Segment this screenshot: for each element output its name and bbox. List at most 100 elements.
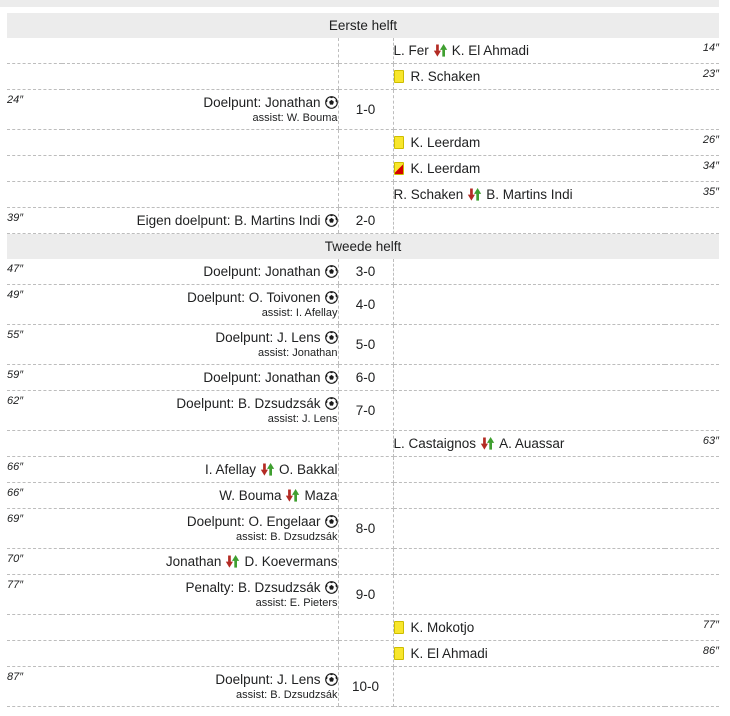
minute-left: 70″ — [7, 548, 62, 575]
goal-text: Doelpunt: O. Engelaar — [186, 513, 321, 529]
event-row: K. Mokotjo 77″ — [7, 614, 720, 641]
goal-text: Penalty: B. Dzsudzsák — [185, 579, 321, 595]
minute-right — [665, 574, 720, 615]
score-cell: 5-0 — [337, 324, 394, 365]
substitution-arrows-icon — [226, 554, 240, 568]
soccer-ball-icon — [324, 672, 338, 686]
goal-event: Doelpunt: B. Dzsudzsák — [62, 395, 338, 412]
event-row: 49″ Doelpunt: O. Toivonen assist: I. Afell… — [7, 284, 720, 325]
assist-text: assist: E. Pieters — [255, 596, 338, 609]
home-event-cell — [62, 155, 338, 182]
goal-text: Doelpunt: J. Lens — [215, 671, 321, 687]
minute-left: 24″ — [7, 89, 62, 130]
away-event-cell — [393, 548, 665, 575]
home-event-cell: Doelpunt: O. Toivonen assist: I. Afellay — [62, 284, 338, 325]
minute-right: 23″ — [665, 63, 720, 90]
substitution-arrows-icon — [260, 462, 275, 476]
away-event-cell: K. El Ahmadi — [393, 640, 666, 667]
away-event-cell: R. Schaken B. Martins Indi — [393, 181, 666, 208]
goal-event: Doelpunt: Jonathan — [62, 94, 338, 111]
event-row: 77″ Penalty: B. Dzsudzsák assist: E. Piete… — [7, 574, 720, 615]
minute-right: 35″ — [665, 181, 720, 208]
home-event-cell: Doelpunt: J. Lens assist: Jonathan — [62, 324, 338, 365]
events-body: Eerste helft L. Fer K. El Ahmadi 14″ R. Scha… — [7, 13, 720, 707]
minute-right — [665, 284, 720, 325]
score-cell: 9-0 — [337, 574, 394, 615]
home-event-cell: W. Bouma Maza — [62, 482, 338, 509]
substitution-event: Jonathan D. Koevermans — [62, 553, 338, 570]
score-cell — [337, 430, 394, 457]
home-event-cell: Eigen doelpunt: B. Martins Indi — [62, 207, 338, 234]
half-header-label: Tweede helft — [7, 233, 720, 259]
soccer-ball-icon — [324, 396, 338, 410]
event-row: K. Leerdam 26″ — [7, 129, 720, 156]
player-out-name: L. Castaignos — [393, 435, 477, 451]
player-out-name: I. Afellay — [204, 461, 256, 477]
minute-right — [665, 207, 720, 234]
yellow-card-icon — [393, 620, 404, 634]
minute-left: 62″ — [7, 390, 62, 431]
minute-right — [665, 258, 720, 285]
substitution-event: L. Fer K. El Ahmadi — [394, 42, 666, 59]
player-name: R. Schaken — [410, 69, 481, 84]
minute-right: 34″ — [665, 155, 720, 182]
player-in-name: Maza — [304, 487, 338, 503]
yellow-card-icon — [393, 136, 404, 149]
match-events-table: Eerste helft L. Fer K. El Ahmadi 14″ R. Scha… — [7, 13, 720, 707]
minute-left: 49″ — [7, 284, 62, 325]
score-cell: 8-0 — [337, 508, 394, 549]
home-event-cell: Doelpunt: Jonathan — [62, 258, 338, 285]
home-event-cell: Doelpunt: Jonathan — [62, 364, 338, 391]
substitution-event: L. Castaignos A. Auassar — [394, 435, 666, 452]
substitution-event: R. Schaken B. Martins Indi — [394, 186, 666, 203]
away-event-cell — [393, 508, 665, 549]
goal-text: Doelpunt: O. Toivonen — [187, 289, 321, 305]
home-event-cell: I. Afellay O. Bakkal — [62, 456, 338, 483]
home-event-cell — [62, 430, 338, 457]
event-row: 47″ Doelpunt: Jonathan 3-0 — [7, 258, 720, 285]
goal-text: Eigen doelpunt: B. Martins Indi — [136, 213, 321, 228]
away-event-cell — [393, 666, 665, 707]
event-row: R. Schaken B. Martins Indi 35″ — [7, 181, 720, 208]
minute-left — [7, 155, 62, 182]
assist-text: assist: Jonathan — [258, 346, 338, 359]
event-row: 66″ I. Afellay O. Bakkal — [7, 456, 720, 483]
player-out-name: W. Bouma — [219, 487, 282, 503]
minute-left: 59″ — [7, 364, 62, 391]
soccer-ball-icon — [324, 330, 338, 344]
event-row: 24″ Doelpunt: Jonathan assist: W. Bouma 1-0 — [7, 89, 720, 130]
minute-left: 66″ — [7, 456, 62, 483]
score-cell — [337, 63, 394, 90]
soccer-ball-icon — [324, 514, 338, 528]
booking-event: K. El Ahmadi — [393, 645, 666, 662]
minute-right: 26″ — [665, 129, 720, 156]
away-event-cell — [393, 324, 665, 365]
score-cell: 10-0 — [337, 666, 394, 707]
minute-left — [7, 129, 62, 156]
score-cell: 6-0 — [337, 364, 394, 391]
score-cell: 1-0 — [337, 89, 394, 130]
half-header-label: Eerste helft — [7, 13, 720, 38]
minute-right — [665, 508, 720, 549]
event-row: L. Castaignos A. Auassar 63″ — [7, 430, 720, 457]
minute-left — [7, 614, 62, 641]
player-out-name: Jonathan — [165, 553, 222, 569]
away-event-cell: K. Leerdam — [393, 155, 665, 182]
score-cell — [337, 129, 394, 156]
player-name: K. Leerdam — [410, 161, 481, 176]
score-cell — [337, 181, 394, 208]
minute-left: 87″ — [7, 666, 62, 707]
away-event-cell — [393, 456, 665, 483]
player-in-name: A. Auassar — [499, 435, 565, 451]
event-row: R. Schaken 23″ — [7, 63, 720, 90]
event-row: 66″ W. Bouma Maza — [7, 482, 720, 509]
player-in-name: D. Koevermans — [244, 553, 338, 569]
minute-left: 39″ — [7, 207, 62, 234]
event-row: L. Fer K. El Ahmadi 14″ — [7, 38, 720, 64]
home-event-cell — [62, 38, 338, 64]
score-cell — [337, 38, 394, 64]
yellow-card-icon — [393, 646, 404, 660]
home-event-cell: Doelpunt: J. Lens assist: B. Dzsudzsák — [62, 666, 338, 707]
minute-right: 86″ — [665, 640, 720, 667]
assist-text: assist: B. Dzsudzsák — [236, 530, 338, 543]
